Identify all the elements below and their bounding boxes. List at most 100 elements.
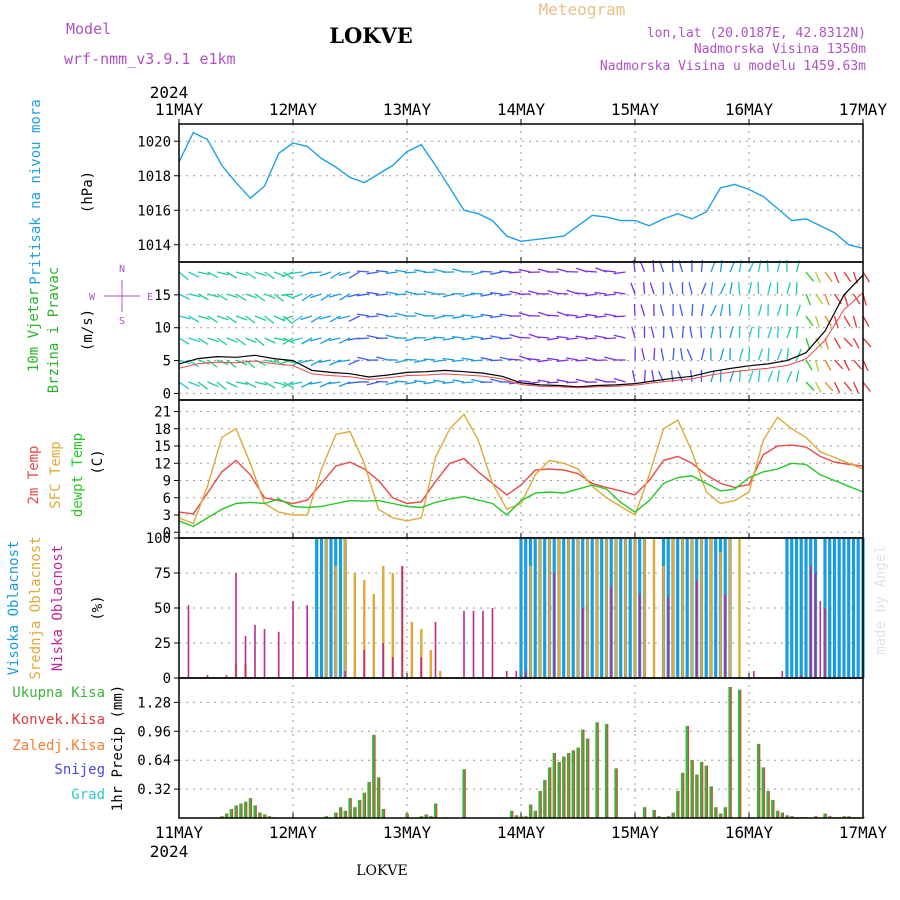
cloud-bar-mid_cloud: [595, 538, 599, 678]
wind-arrow: [757, 348, 764, 361]
precip-legend-graupel: Grad: [71, 787, 105, 803]
wind-arrow: [395, 359, 408, 364]
wind-arrow: [480, 270, 493, 273]
precip-panel-ytick-label: 1.28: [137, 695, 171, 711]
precip-bar-precip_total: [528, 804, 533, 818]
wind-arrow: [786, 282, 791, 295]
wind-arrow: [805, 271, 815, 282]
wind-arrow: [729, 326, 734, 339]
wind-arrow: [319, 315, 332, 320]
wind-arrow: [748, 347, 751, 361]
wind-arrow: [660, 348, 665, 361]
cloud-bar-low_cloud: [482, 610, 484, 678]
wind-arrow: [594, 315, 607, 318]
wind-arrow: [805, 381, 815, 392]
wind-arrow: [320, 337, 332, 345]
precip-bar-precip_total: [737, 689, 742, 818]
precip-bar-precip_total: [847, 816, 851, 818]
wind-arrow: [833, 271, 840, 284]
cloud-bar-high_cloud: [832, 538, 837, 678]
cloud-bar-mid_cloud: [700, 538, 703, 678]
precip-panel-frame: [178, 677, 864, 819]
cloud-bar-low_cloud: [206, 675, 209, 678]
cloud-bar-low_cloud: [810, 566, 812, 678]
meteogram-title: Meteogram: [539, 0, 626, 19]
wind-arrow: [207, 337, 220, 343]
precip-bar-precip_total: [771, 799, 775, 818]
wind-arrow: [805, 315, 814, 327]
wind-arrow: [786, 303, 789, 317]
cloud-bar-mid_cloud: [690, 538, 694, 678]
wind-arrow: [710, 370, 715, 383]
cloud-bar-high_cloud: [319, 538, 324, 678]
precip-bar-precip_total: [248, 798, 252, 818]
wind-arrow: [824, 271, 833, 282]
wind-arrow: [264, 315, 275, 324]
precip-bar-precip_total: [524, 816, 528, 818]
wind-arrow: [669, 326, 674, 339]
wind-arrow: [339, 293, 351, 301]
wind-arrow: [310, 359, 322, 366]
wind-arrow: [461, 357, 474, 361]
temp-panel-ytick-label: 12: [154, 456, 171, 472]
wind-arrow: [738, 348, 744, 361]
year-label-bottom: 2024: [150, 842, 189, 861]
cloud-bar-mid_cloud: [410, 622, 413, 678]
precip-panel-grid: [174, 678, 864, 818]
precip-bar-precip_total: [509, 810, 514, 818]
wind-arrow: [719, 348, 725, 361]
wind-arrow: [814, 315, 821, 328]
precip-bar-precip_total: [343, 810, 347, 818]
precip-conv-stripe: [574, 750, 575, 818]
precip-bar-precip_total: [562, 756, 566, 818]
cloud-bar-high_cloud: [842, 538, 846, 678]
wind-arrow: [729, 370, 735, 383]
wind-arrow: [786, 326, 792, 339]
cloud-bar-high_cloud: [804, 538, 808, 678]
wind-arrow: [178, 293, 190, 300]
precip-conv-stripe: [764, 767, 765, 818]
cloud-bar-low_cloud: [753, 671, 755, 678]
wind-arrow: [254, 271, 267, 277]
wind-arrow: [480, 293, 493, 297]
wind-arrow: [528, 381, 541, 385]
wind-arrow: [283, 315, 294, 325]
wind-arrow: [226, 271, 238, 279]
wind-arrow: [518, 336, 531, 339]
temp-panel-ytick-label: 9: [163, 474, 171, 490]
wind-arrow: [394, 269, 408, 273]
cloud-bar-high_cloud: [619, 538, 623, 678]
precip-bar-precip_total: [676, 790, 680, 818]
precip-bar-precip_total: [714, 807, 718, 818]
wind-arrow: [738, 304, 743, 317]
temp-line-temp_2m: [178, 444, 864, 515]
date-tick-bottom: 16MAY: [725, 823, 774, 842]
wind-arrow: [480, 357, 493, 361]
wind-arrow: [852, 381, 859, 394]
wind-panel-ytick-label: 0: [163, 386, 171, 402]
wind-arrow: [643, 281, 646, 295]
precip-conv-stripe: [346, 810, 348, 818]
wind-arrow: [281, 315, 294, 321]
precip-conv-stripe: [365, 792, 367, 818]
precip-conv-stripe: [431, 816, 433, 818]
precip-bar-precip_total: [372, 734, 376, 818]
date-tick-top: 11MAY: [155, 100, 204, 119]
wind-arrow: [480, 313, 493, 317]
wind-arrow: [566, 314, 579, 317]
precip-conv-stripe: [711, 786, 713, 818]
temp-panel-ytick-label: 6: [163, 491, 171, 507]
wind-arrow: [499, 293, 512, 297]
wind-arrow: [470, 359, 484, 362]
cloud-panel-ytick-label: 50: [154, 601, 171, 617]
precip-conv-stripe: [222, 816, 224, 818]
cloud-bar-mid_cloud: [738, 538, 741, 678]
date-tick-top: 14MAY: [497, 100, 546, 119]
cloud-bar-low_cloud: [187, 605, 190, 678]
wind-panel-grid: [174, 262, 864, 400]
precip-conv-stripe: [678, 790, 680, 818]
wind-arrow: [452, 379, 465, 383]
precip-bar-precip_total: [756, 743, 761, 818]
wind-arrow: [556, 359, 569, 362]
wind-arrow: [300, 359, 313, 364]
